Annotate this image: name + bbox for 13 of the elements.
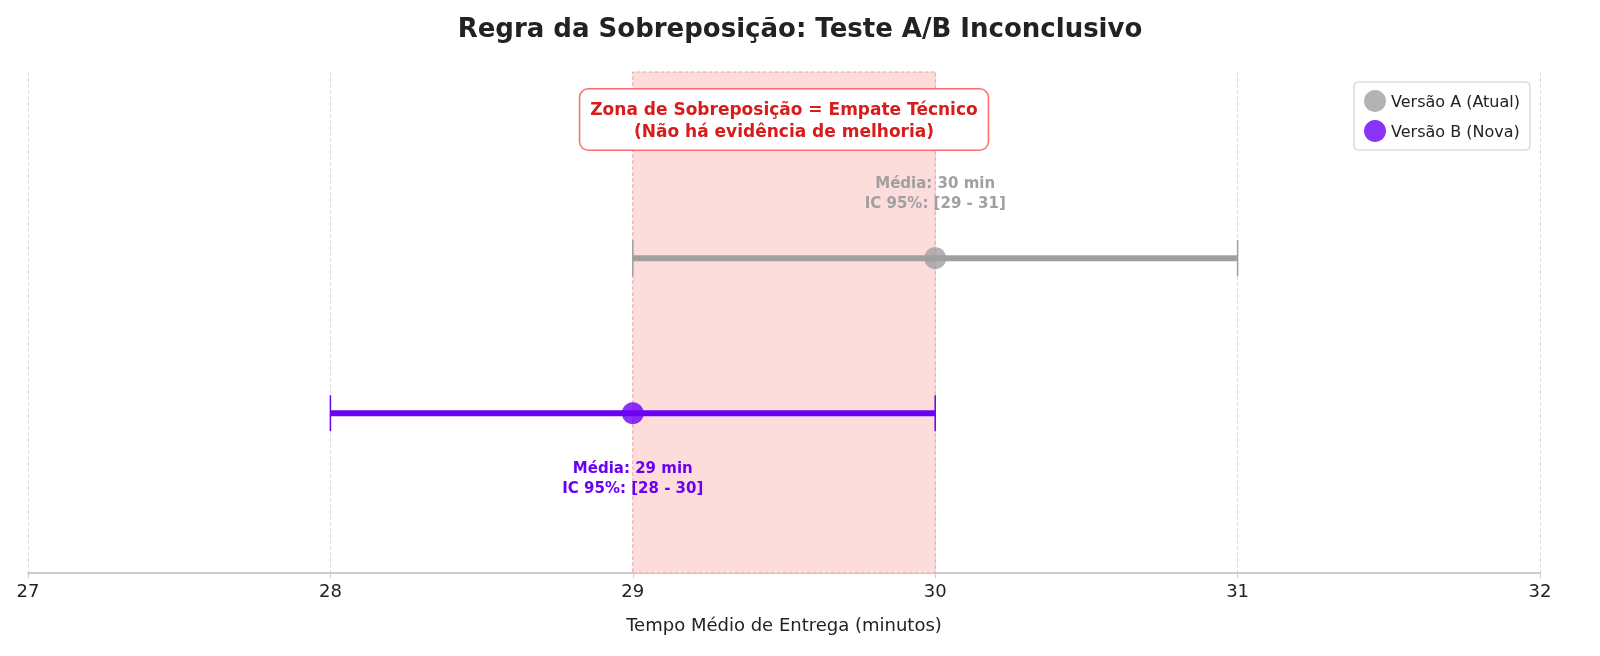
annotation: Média: 29 min IC 95%: [28 - 30] [562,459,704,498]
legend-label: Versão A (Atual) [1391,91,1520,111]
legend-label: Versão B (Nova) [1391,121,1520,141]
x-axis-title: Tempo Médio de Entrega (minutos) [625,613,942,635]
x-tick-label: 32 [1528,579,1552,601]
x-tick-label: 27 [16,579,40,601]
x-tick-label: 29 [621,579,645,601]
chart-title: Regra da Sobreposição: Teste A/B Inconclusivo [457,13,1143,43]
annotation: Média: 30 min IC 95%: [29 - 31] [864,174,1006,213]
x-tick-label: 28 [318,579,342,601]
band-label: Zona de Sobreposição = Empate Técnico (Não há evidência de melhoria) [590,98,978,141]
x-tick-label: 31 [1226,579,1250,601]
x-tick-label: 30 [923,579,947,601]
